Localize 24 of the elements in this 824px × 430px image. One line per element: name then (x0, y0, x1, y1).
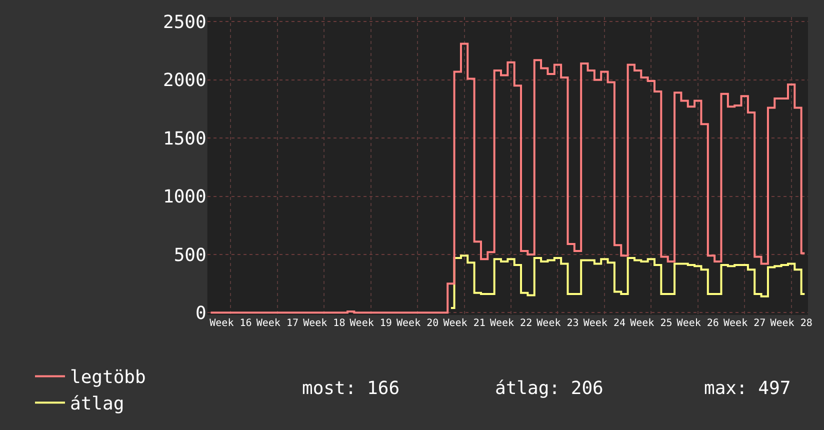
y-tick-label: 1500 (163, 128, 206, 150)
x-tick-label: Week 19 (350, 318, 392, 329)
x-tick-label: Week 17 (256, 318, 299, 329)
y-tick-label: 1000 (163, 186, 206, 208)
x-tick-label: Week 21 (443, 318, 486, 329)
x-tick-label: Week 26 (676, 318, 719, 329)
text: most: 166 (302, 378, 400, 399)
text: max: 497 (704, 378, 791, 399)
x-tick-label: Week 24 (583, 318, 626, 329)
y-tick-label: 0 (196, 302, 206, 324)
x-tick-label: Week 25 (630, 318, 672, 329)
x-tick-label: Week 27 (724, 318, 766, 329)
legend-label: legtöbb (70, 367, 146, 388)
y-tick-label: 2500 (163, 12, 206, 33)
x-tick-label: Week 22 (490, 318, 532, 329)
x-tick-label: Week 18 (303, 318, 346, 329)
x-tick-label: Week 28 (770, 318, 812, 329)
y-tick-label: 2000 (163, 70, 206, 92)
x-tick-label: Week 23 (536, 318, 579, 329)
legend-label: átlag (70, 394, 124, 415)
text: átlag: 206 (495, 378, 604, 399)
y-tick-label: 500 (174, 244, 206, 266)
x-tick-label: Week 16 (210, 318, 252, 329)
x-tick-label: Week 20 (396, 318, 439, 329)
